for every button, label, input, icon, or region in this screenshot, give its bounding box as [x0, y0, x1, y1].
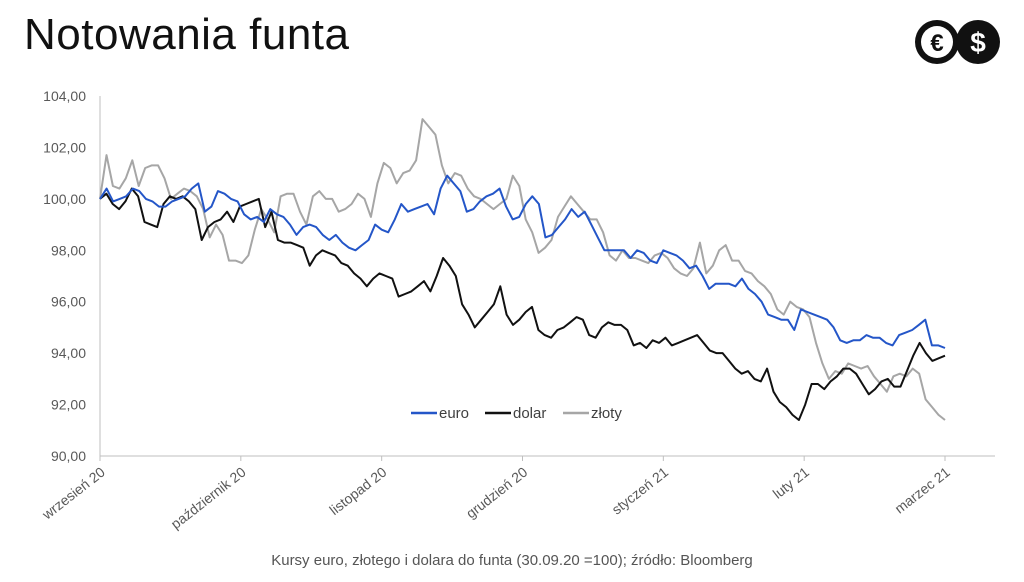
legend-label: złoty: [591, 405, 622, 422]
x-tick-label: marzec 21: [891, 464, 953, 517]
logo-euro-glyph: €: [930, 30, 943, 57]
logo-dollar-glyph: $: [970, 27, 986, 58]
x-tick-label: grudzień 20: [463, 464, 531, 522]
y-tick-label: 102,00: [43, 139, 86, 155]
logo: € $: [910, 12, 1010, 77]
y-tick-label: 100,00: [43, 191, 86, 207]
series-line-euro: [99, 174, 946, 349]
y-tick-label: 90,00: [51, 448, 86, 464]
chart-series: [99, 118, 946, 421]
x-tick-label: luty 21: [770, 464, 813, 502]
line-chart: 90,00 92,00 94,00 96,00 98,00 100,00 102,00 104…: [38, 88, 995, 532]
y-tick-label: 96,00: [51, 294, 86, 310]
legend-label: euro: [439, 405, 469, 422]
y-tick-label: 98,00: [51, 242, 86, 258]
y-axis-ticks: 90,00 92,00 94,00 96,00 98,00 100,00 102,00 104…: [43, 88, 86, 464]
x-tick-label: styczeń 21: [609, 464, 672, 518]
page-title: Notowania funta: [24, 10, 350, 59]
y-tick-label: 104,00: [43, 88, 86, 104]
legend-label: dolar: [513, 405, 546, 422]
chart-legend: euro dolar złoty: [411, 405, 622, 422]
series-line-zloty: [99, 118, 946, 421]
x-tick-label: wrzesień 20: [38, 464, 108, 523]
x-tick-label: październik 20: [168, 464, 249, 532]
series-line-dolar: [99, 187, 946, 421]
x-tick-label: listopad 20: [326, 464, 389, 518]
chart-footnote: Kursy euro, złotego i dolara do funta (3…: [271, 552, 753, 569]
y-tick-label: 92,00: [51, 397, 86, 413]
x-axis-ticks: wrzesień 20 październik 20 listopad 20 grud…: [38, 456, 953, 532]
y-tick-label: 94,00: [51, 345, 86, 361]
euro-dollar-logo-icon: € $: [915, 20, 1000, 64]
